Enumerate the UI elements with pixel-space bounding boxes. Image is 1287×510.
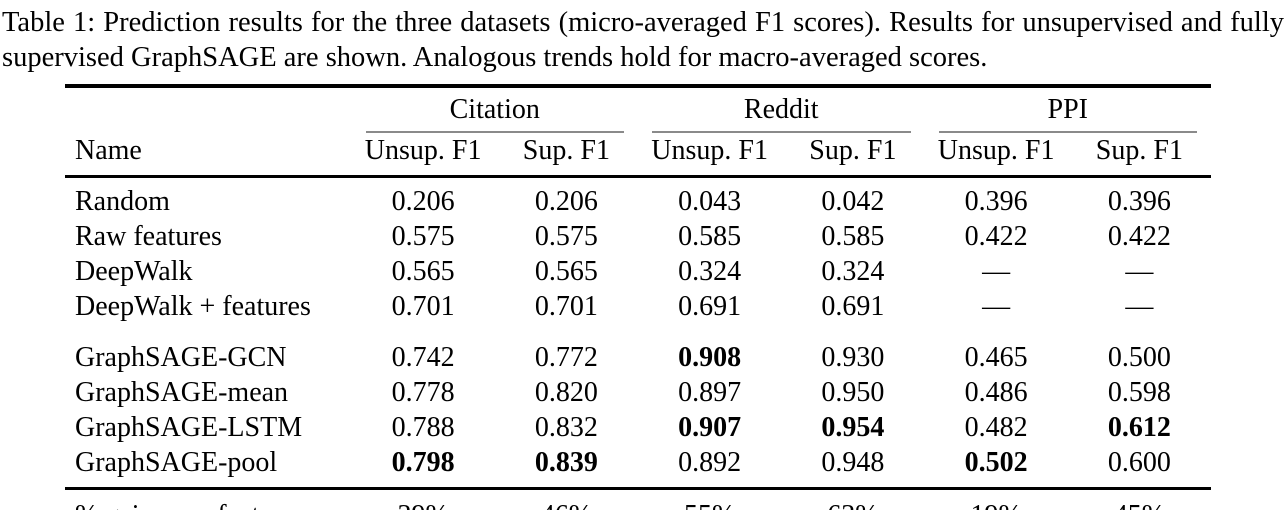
value-cell: 0.892 <box>678 447 742 479</box>
table-row-random: Random 0.206 0.206 0.043 0.042 0.396 0.3… <box>65 177 1211 220</box>
table-row-graphsage-gcn: GraphSAGE-GCN 0.742 0.772 0.908 0.930 0.… <box>65 324 1211 375</box>
value-cell: 0.486 <box>964 377 1028 409</box>
value-cell: 0.950 <box>821 377 885 409</box>
group-header-spacer <box>65 86 352 133</box>
value-cell: 0.701 <box>391 291 455 323</box>
value-cell: 0.691 <box>821 291 885 323</box>
row-name: DeepWalk + features <box>75 291 311 323</box>
value-cell: 0.422 <box>964 221 1028 253</box>
group-label-citation: Citation <box>449 93 540 125</box>
row-name: GraphSAGE-mean <box>75 377 289 409</box>
column-header-ppi-sup-f1: Sup. F1 <box>1067 132 1211 179</box>
row-name: GraphSAGE-pool <box>75 447 278 479</box>
footer-value-cell: 55% <box>638 487 782 510</box>
row-name: Random <box>75 186 170 218</box>
table-caption: Table 1: Prediction results for the thre… <box>2 7 1284 73</box>
value-cell: 0.798 <box>391 447 455 479</box>
table-row-graphsage-lstm: GraphSAGE-LSTM 0.788 0.832 0.907 0.954 0… <box>65 410 1211 445</box>
value-cell: 0.465 <box>964 342 1028 374</box>
footer-value-cell: 46% <box>494 487 638 510</box>
value-cell: 0.585 <box>678 221 742 253</box>
table-row-raw-features: Raw features 0.575 0.575 0.585 0.585 0.4… <box>65 219 1211 254</box>
footer-value-cell: 39% <box>351 487 495 510</box>
row-name: GraphSAGE-LSTM <box>75 412 303 444</box>
value-cell: 0.930 <box>821 342 885 374</box>
value-cell: 0.691 <box>678 291 742 323</box>
value-cell: 0.948 <box>821 447 885 479</box>
value-cell: 0.600 <box>1107 447 1171 479</box>
value-cell: 0.612 <box>1107 412 1171 444</box>
ppi-cmidrule <box>938 130 1197 133</box>
group-label-reddit: Reddit <box>743 93 819 125</box>
table-row-deepwalk: DeepWalk 0.565 0.565 0.324 0.324 — — <box>65 254 1211 289</box>
row-name: DeepWalk <box>75 256 193 288</box>
value-cell: — <box>982 256 1011 288</box>
value-cell: 0.324 <box>678 256 742 288</box>
value-cell: 0.772 <box>534 342 598 374</box>
footer-row-name: % gain over feat. <box>65 487 352 510</box>
value-cell: 0.907 <box>678 412 742 444</box>
value-cell: 0.422 <box>1107 221 1171 253</box>
value-cell: 0.482 <box>964 412 1028 444</box>
value-cell: 0.324 <box>821 256 885 288</box>
footer-value-cell: 63% <box>781 487 925 510</box>
column-header-name: Name <box>65 132 352 179</box>
value-cell: 0.701 <box>534 291 598 323</box>
value-cell: 0.500 <box>1107 342 1171 374</box>
value-cell: 0.820 <box>534 377 598 409</box>
value-cell: 0.396 <box>1107 186 1171 218</box>
table-row-gain-over-features: % gain over feat. 39% 46% 55% 63% 19% 45… <box>65 487 1211 510</box>
citation-cmidrule <box>365 130 624 133</box>
value-cell: — <box>982 291 1011 323</box>
table-row-graphsage-mean: GraphSAGE-mean 0.778 0.820 0.897 0.950 0… <box>65 375 1211 410</box>
value-cell: 0.206 <box>391 186 455 218</box>
value-cell: 0.575 <box>534 221 598 253</box>
column-header-reddit-sup-f1: Sup. F1 <box>781 132 925 179</box>
column-header-ppi-unsup-f1: Unsup. F1 <box>924 132 1068 179</box>
column-header-row: Name Unsup. F1 Sup. F1 Unsup. F1 Sup. F1… <box>65 132 1211 179</box>
value-cell: 0.396 <box>964 186 1028 218</box>
value-cell: — <box>1125 256 1154 288</box>
value-cell: 0.585 <box>821 221 885 253</box>
value-cell: 0.788 <box>391 412 455 444</box>
footer-value-cell: 19% <box>924 487 1068 510</box>
group-header-reddit: Reddit <box>638 86 925 133</box>
column-header-citation-unsup-f1: Unsup. F1 <box>351 132 495 179</box>
value-cell: 0.206 <box>534 186 598 218</box>
value-cell: 0.598 <box>1107 377 1171 409</box>
group-label-ppi: PPI <box>1047 93 1088 125</box>
table-row-graphsage-pool: GraphSAGE-pool 0.798 0.839 0.892 0.948 0… <box>65 445 1211 489</box>
value-cell: 0.839 <box>534 447 598 479</box>
reddit-cmidrule <box>652 130 911 133</box>
value-cell: 0.565 <box>391 256 455 288</box>
group-header-row: Citation Reddit PPI <box>65 86 1211 133</box>
column-header-reddit-unsup-f1: Unsup. F1 <box>638 132 782 179</box>
value-cell: 0.954 <box>821 412 885 444</box>
value-cell: 0.908 <box>678 342 742 374</box>
results-table: Citation Reddit PPI Name Unsup. F1 Sup. … <box>65 83 1211 510</box>
value-cell: 0.897 <box>678 377 742 409</box>
group-header-citation: Citation <box>352 86 639 133</box>
table-row-deepwalk-features: DeepWalk + features 0.701 0.701 0.691 0.… <box>65 289 1211 324</box>
column-header-citation-sup-f1: Sup. F1 <box>494 132 638 179</box>
value-cell: 0.832 <box>534 412 598 444</box>
row-name: Raw features <box>75 221 222 253</box>
group-header-ppi: PPI <box>925 86 1212 133</box>
row-name: GraphSAGE-GCN <box>75 342 287 374</box>
footer-value-cell: 45% <box>1067 487 1211 510</box>
value-cell: — <box>1125 291 1154 323</box>
value-cell: 0.502 <box>964 447 1028 479</box>
value-cell: 0.042 <box>821 186 885 218</box>
value-cell: 0.742 <box>391 342 455 374</box>
value-cell: 0.043 <box>678 186 742 218</box>
value-cell: 0.575 <box>391 221 455 253</box>
value-cell: 0.565 <box>534 256 598 288</box>
value-cell: 0.778 <box>391 377 455 409</box>
